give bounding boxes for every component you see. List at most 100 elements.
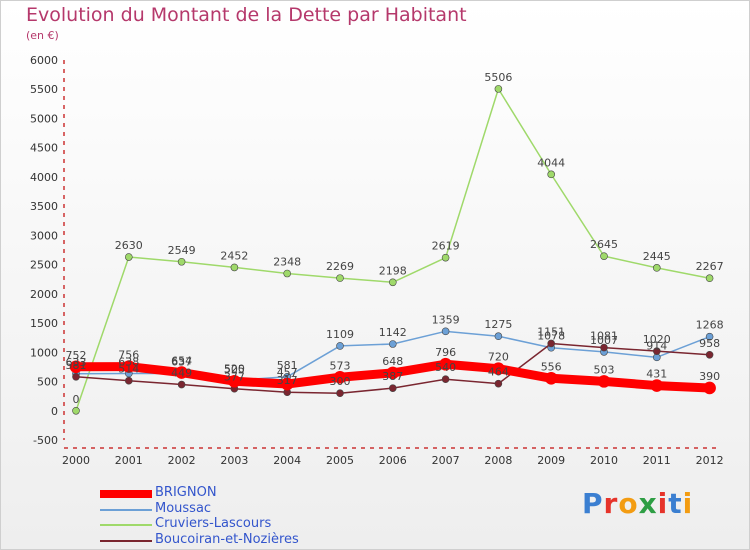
- data-point: [72, 373, 80, 381]
- y-tick-label: 2500: [30, 259, 58, 272]
- data-label: 638: [118, 355, 139, 368]
- data-point: [280, 377, 294, 391]
- x-tick-label: 2009: [537, 454, 565, 467]
- data-point: [600, 343, 608, 352]
- data-label: 1081: [590, 330, 618, 343]
- data-label: 431: [646, 368, 667, 381]
- data-label: 377: [224, 371, 245, 384]
- data-label: 520: [224, 362, 245, 375]
- data-point: [69, 360, 83, 374]
- data-point: [122, 360, 136, 373]
- data-label: 1151: [537, 325, 565, 338]
- data-point: [703, 381, 716, 395]
- data-point: [597, 375, 611, 388]
- legend-swatch: [100, 539, 152, 542]
- data-point: [125, 253, 133, 261]
- data-point: [650, 379, 664, 392]
- data-point: [652, 264, 661, 272]
- y-tick-label: 4000: [30, 171, 58, 184]
- legend-swatch: [100, 524, 152, 526]
- data-point: [228, 374, 241, 388]
- x-tick-label: 2002: [168, 454, 196, 467]
- data-label: 390: [699, 370, 720, 383]
- data-label: 720: [488, 351, 509, 364]
- data-label: 1359: [432, 313, 460, 326]
- logo-letter: r: [603, 487, 619, 520]
- data-label: 387: [382, 370, 403, 383]
- data-label: 540: [435, 361, 456, 374]
- data-point: [336, 389, 344, 398]
- data-point: [125, 376, 133, 385]
- data-label: 2269: [326, 260, 354, 273]
- legend-label: Boucoiran-et-Nozières: [155, 531, 299, 547]
- data-point: [705, 350, 714, 359]
- y-tick-label: 5000: [30, 112, 58, 125]
- legend-label: BRIGNON: [155, 485, 217, 500]
- data-point: [544, 371, 558, 385]
- data-label: 317: [277, 374, 298, 387]
- chart-subtitle: (en €): [26, 29, 59, 42]
- data-label: 556: [541, 360, 562, 373]
- data-point: [177, 380, 186, 389]
- y-tick-label: 0: [51, 405, 58, 418]
- data-label: 5506: [484, 71, 512, 84]
- x-tick-label: 2005: [326, 454, 354, 467]
- data-point: [494, 85, 503, 93]
- data-point: [547, 170, 556, 179]
- x-tick-label: 2006: [379, 454, 407, 467]
- logo-letter: x: [638, 487, 658, 520]
- data-label: 464: [488, 366, 509, 379]
- data-label: 581: [277, 359, 298, 372]
- legend-swatch: [100, 490, 152, 498]
- data-point: [492, 362, 505, 375]
- x-tick-label: 2011: [643, 454, 671, 467]
- logo-letter: P: [582, 487, 604, 520]
- logo-letter: i: [657, 487, 669, 520]
- data-point: [230, 263, 239, 272]
- y-tick-label: 1000: [30, 346, 58, 359]
- data-label: 4044: [537, 156, 565, 169]
- data-label: 449: [171, 367, 192, 380]
- x-tick-label: 2003: [220, 454, 248, 467]
- data-label: 2445: [643, 250, 671, 263]
- data-label: 1109: [326, 328, 354, 341]
- data-label: 2645: [590, 238, 618, 251]
- x-tick-label: 2007: [432, 454, 460, 467]
- legend-label: Moussac: [155, 500, 212, 516]
- y-tick-label: 500: [37, 376, 58, 389]
- data-point: [388, 278, 397, 287]
- data-label: 1078: [537, 330, 565, 343]
- data-point: [441, 253, 450, 262]
- y-tick-label: 4500: [30, 142, 58, 155]
- x-tick-label: 2000: [62, 454, 90, 467]
- data-label: 1268: [696, 319, 724, 332]
- y-tick-label: 6000: [30, 54, 58, 67]
- data-point: [283, 269, 292, 278]
- y-tick-label: -500: [33, 434, 58, 447]
- data-label: 2630: [115, 239, 143, 252]
- data-label: 1142: [379, 326, 407, 339]
- data-label: 573: [330, 359, 351, 372]
- data-point: [441, 375, 450, 384]
- data-point: [336, 342, 344, 350]
- data-label: 633: [66, 356, 87, 369]
- data-label: 914: [646, 339, 667, 352]
- data-point: [600, 252, 608, 260]
- x-tick-label: 2008: [484, 454, 512, 467]
- data-label: 0: [73, 393, 80, 406]
- logo-letter: t: [668, 487, 683, 520]
- logo-letter: i: [682, 487, 694, 520]
- y-tick-label: 3000: [30, 229, 58, 242]
- data-label: 514: [118, 363, 139, 376]
- data-point: [494, 379, 503, 388]
- data-point: [705, 332, 714, 341]
- data-point: [439, 357, 452, 371]
- data-label: 581: [66, 359, 87, 372]
- y-tick-label: 3500: [30, 200, 58, 213]
- data-label: 300: [330, 375, 351, 388]
- data-label: 2198: [379, 264, 407, 277]
- data-point: [386, 366, 400, 380]
- legend-swatch: [100, 508, 152, 511]
- x-tick-label: 2001: [115, 454, 143, 467]
